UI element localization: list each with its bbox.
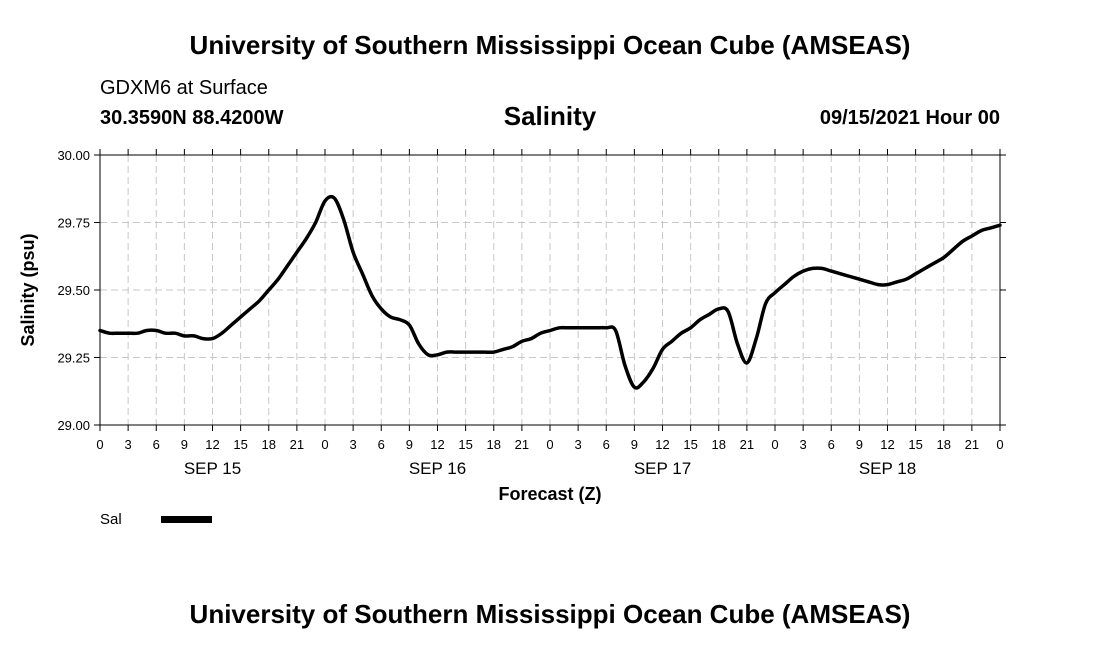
x-tick-label: 21 — [740, 437, 754, 452]
x-tick-label: 18 — [262, 437, 276, 452]
x-tick-label: 18 — [937, 437, 951, 452]
x-tick-label: 3 — [125, 437, 132, 452]
series-layer — [98, 194, 1002, 390]
legend-label: Sal — [100, 511, 122, 528]
y-tick-label: 29.50 — [57, 283, 90, 298]
station-coordinates: 30.3590N 88.4200W — [100, 107, 284, 129]
y-tick-labels: 29.00 29.25 29.50 29.75 30.00 — [57, 148, 90, 433]
x-tick-label: 12 — [430, 437, 444, 452]
date-labels: SEP 15 SEP 16 SEP 17 SEP 18 — [184, 459, 916, 478]
station-name: GDXM6 at Surface — [100, 77, 268, 99]
y-tick-label: 29.25 — [57, 351, 90, 366]
x-tick-label: 15 — [683, 437, 697, 452]
x-tick-label: 12 — [205, 437, 219, 452]
x-tick-label: 21 — [290, 437, 304, 452]
legend-swatch — [161, 516, 212, 523]
x-tick-labels: 0 3 6 9 12 15 18 21 0 3 6 9 12 15 18 21 0 3 6 9 12 15 18 21 0 3 6 9… — [96, 437, 1003, 452]
x-tick-label: 6 — [603, 437, 610, 452]
x-tick-label: 21 — [515, 437, 529, 452]
legend: Sal — [100, 511, 212, 528]
x-tick-label: 6 — [153, 437, 160, 452]
x-tick-label: 3 — [800, 437, 807, 452]
x-tick-label: 0 — [546, 437, 553, 452]
x-tick-label: 18 — [712, 437, 726, 452]
chart-datetime: 09/15/2021 Hour 00 — [819, 107, 1000, 129]
axis-ticks — [94, 149, 1006, 431]
x-tick-label: 12 — [655, 437, 669, 452]
x-tick-label: 15 — [458, 437, 472, 452]
x-tick-label: 9 — [631, 437, 638, 452]
x-tick-label: 0 — [771, 437, 778, 452]
footer-title: University of Southern Mississippi Ocean… — [189, 599, 911, 629]
grid-lines — [100, 155, 1000, 425]
x-tick-label: 0 — [996, 437, 1003, 452]
x-tick-label: 15 — [908, 437, 922, 452]
x-axis-title: Forecast (Z) — [498, 484, 601, 504]
date-label: SEP 15 — [184, 459, 241, 478]
x-tick-label: 15 — [233, 437, 247, 452]
series-line-sal — [98, 194, 1002, 390]
x-tick-label: 21 — [965, 437, 979, 452]
x-tick-label: 0 — [321, 437, 328, 452]
x-tick-label: 3 — [575, 437, 582, 452]
date-label: SEP 16 — [409, 459, 466, 478]
y-tick-label: 30.00 — [57, 148, 90, 163]
x-tick-label: 12 — [880, 437, 894, 452]
date-label: SEP 18 — [859, 459, 916, 478]
x-tick-label: 0 — [96, 437, 103, 452]
x-tick-label: 9 — [856, 437, 863, 452]
x-tick-label: 9 — [181, 437, 188, 452]
y-tick-label: 29.75 — [57, 216, 90, 231]
x-tick-label: 6 — [378, 437, 385, 452]
date-label: SEP 17 — [634, 459, 691, 478]
x-tick-label: 3 — [350, 437, 357, 452]
y-axis-title: Salinity (psu) — [18, 233, 38, 346]
x-tick-label: 18 — [487, 437, 501, 452]
y-tick-label: 29.00 — [57, 418, 90, 433]
page-title: University of Southern Mississippi Ocean… — [189, 30, 911, 60]
x-tick-label: 9 — [406, 437, 413, 452]
chart-title: Salinity — [503, 101, 597, 131]
x-tick-label: 6 — [828, 437, 835, 452]
